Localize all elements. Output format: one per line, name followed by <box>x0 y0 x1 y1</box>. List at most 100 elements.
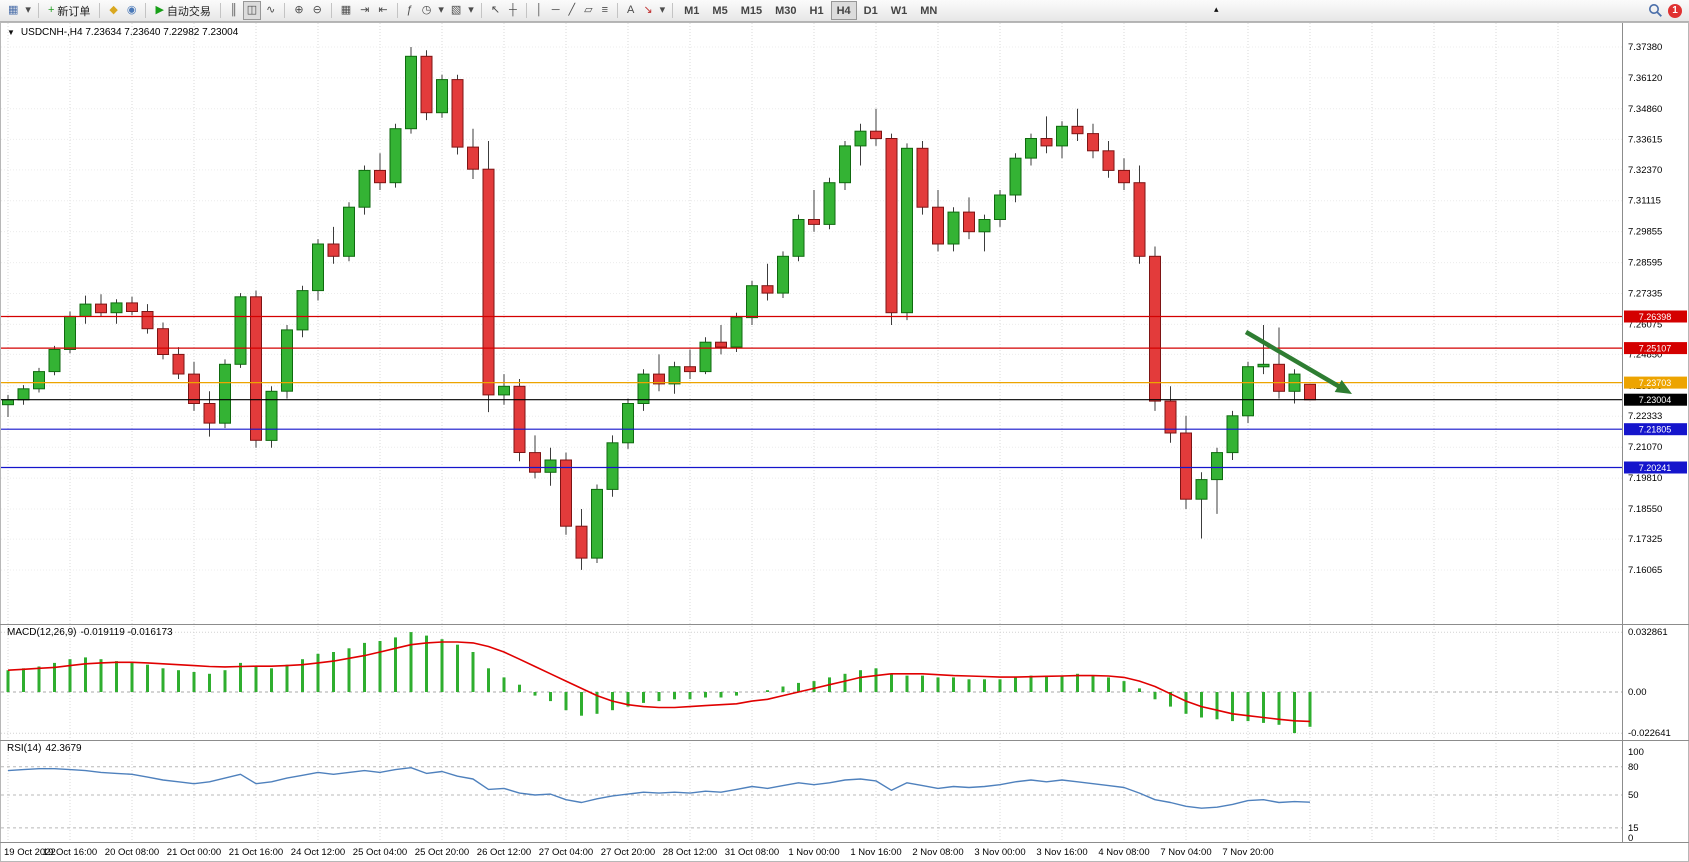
down-arrow-annotation[interactable] <box>1244 330 1352 394</box>
chart-shift-button[interactable]: ⇤ <box>374 1 391 20</box>
toolbar-separator <box>672 3 674 18</box>
svg-text:7.21070: 7.21070 <box>1628 442 1662 453</box>
objects-icon: ▾ <box>659 4 666 16</box>
svg-text:27 Oct 20:00: 27 Oct 20:00 <box>601 847 655 858</box>
auto-scroll-button[interactable]: ⇥ <box>356 1 373 20</box>
text-button[interactable]: A <box>623 1 638 20</box>
metaeditor-button[interactable]: ◆ <box>105 1 121 20</box>
templates-button[interactable]: ▧ <box>447 1 465 20</box>
new-chart-button[interactable]: ▦ <box>4 1 22 20</box>
toolbar-separator <box>525 3 527 18</box>
autotrading-button[interactable]: ▶ 自动交易 <box>151 1 214 20</box>
bull-candles <box>2 55 1301 559</box>
timeframe-h1-button[interactable]: H1 <box>804 1 830 20</box>
svg-text:50: 50 <box>1628 790 1639 801</box>
rsi-line <box>7 767 1311 809</box>
tile-windows-icon: ▦ <box>340 4 352 16</box>
arrow-objects-button[interactable]: ↘ <box>639 1 656 20</box>
svg-text:80: 80 <box>1628 762 1639 773</box>
indicators-button[interactable]: ƒ <box>403 1 417 20</box>
timeframe-m1-button-label: M1 <box>684 4 700 17</box>
timeframe-m30-button[interactable]: M30 <box>769 1 802 20</box>
timeframe-mn-button[interactable]: MN <box>914 1 943 20</box>
svg-text:0: 0 <box>1628 833 1633 844</box>
zoom-out-button[interactable]: ⊖ <box>309 1 326 20</box>
timeframe-m30-button-label: M30 <box>775 4 797 17</box>
autotrade-group: ▶ 自动交易 <box>151 1 214 20</box>
timeframe-m5-button[interactable]: M5 <box>706 1 733 20</box>
objects-dropdown[interactable]: ▾ <box>658 1 668 20</box>
arrow-objects-icon: ↘ <box>643 4 653 16</box>
svg-text:15: 15 <box>1628 823 1639 834</box>
periods-icon: ◷ <box>421 4 432 16</box>
price-badge-7.23703: 7.23703 <box>1624 376 1687 389</box>
candlestick-chart-button[interactable]: ◫ <box>242 1 262 20</box>
timeframe-m1-button[interactable]: M1 <box>678 1 705 20</box>
timeframe-m15-button-label: M15 <box>740 4 763 17</box>
svg-text:21 Oct 16:00: 21 Oct 16:00 <box>229 847 283 858</box>
svg-text:7 Nov 04:00: 7 Nov 04:00 <box>1160 847 1211 858</box>
bar-chart-icon: ║ <box>229 4 238 16</box>
cursor-icon: ↖ <box>490 4 501 16</box>
tile-windows-button[interactable]: ▦ <box>337 1 355 20</box>
chart-canvas[interactable]: 7.37380 7.36120 7.34860 7.33615 7.32370 7.311… <box>0 22 1689 862</box>
horizontal-line-button[interactable]: ─ <box>548 1 564 20</box>
zoom-in-button[interactable]: ⊕ <box>290 1 307 20</box>
templates-icon: ▾ <box>468 4 474 16</box>
toolbar-separator <box>219 3 221 18</box>
toolbar-right-area: 1 <box>1648 3 1685 18</box>
svg-text:2 Nov 08:00: 2 Nov 08:00 <box>912 847 963 858</box>
timeframe-d1-button-label: D1 <box>863 4 878 17</box>
line-chart-icon: ∿ <box>266 4 276 16</box>
timeframe-m15-button[interactable]: M15 <box>735 1 768 20</box>
timeframe-w1-button[interactable]: W1 <box>885 1 914 20</box>
new-chart-dropdown[interactable]: ▾ <box>23 1 33 20</box>
alerts-button[interactable]: ◉ <box>123 1 141 20</box>
alerts-icon: ◉ <box>126 4 137 16</box>
new-chart-icon: ▾ <box>25 4 31 16</box>
apps-group: ◆ ◉ <box>105 1 140 20</box>
crosshair-button[interactable]: ┼ <box>505 1 521 20</box>
svg-text:0.00: 0.00 <box>1628 687 1647 698</box>
zoom-in-icon: ⊕ <box>294 4 304 16</box>
line-chart-button[interactable]: ∿ <box>262 1 279 20</box>
timeframe-h4-button[interactable]: H4 <box>830 1 857 20</box>
toolbar: ▦ ▾ + 新订单 ◆ ◉ ▶ 自动交易 ║ ◫ ∿ ⊕ ⊖ ▦ ⇥ ⇤ ƒ ◷ ▾ ▧ ▾ ↖ ┼ │ ─ ╱ ▱ ≡ A ↘ ▾ M1 M5… <box>0 0 1689 22</box>
svg-text:100: 100 <box>1628 747 1644 758</box>
cursor-button[interactable]: ↖ <box>487 1 504 20</box>
svg-text:7.31115: 7.31115 <box>1628 196 1661 207</box>
svg-text:7.28595: 7.28595 <box>1628 258 1662 269</box>
channel-button[interactable]: ▱ <box>580 1 596 20</box>
timeframe-h1-button-label: H1 <box>809 4 824 17</box>
trendline-button[interactable]: ╱ <box>565 1 580 20</box>
price-badge-7.23004: 7.23004 <box>1624 393 1687 406</box>
svg-text:7.26075: 7.26075 <box>1628 319 1662 330</box>
toolbar-separator <box>396 3 398 18</box>
periods-dropdown[interactable]: ▾ <box>436 1 446 20</box>
toolbar-more-icon[interactable]: ▴ <box>1214 4 1219 14</box>
svg-text:7.18550: 7.18550 <box>1628 504 1662 515</box>
bar-chart-button[interactable]: ║ <box>226 1 242 20</box>
panel-separators[interactable] <box>0 624 1689 843</box>
periods-button[interactable]: ◷ <box>418 1 436 20</box>
search-icon[interactable] <box>1648 3 1663 18</box>
metaeditor-icon: ◆ <box>109 4 118 16</box>
svg-text:7.17325: 7.17325 <box>1628 534 1662 545</box>
svg-text:1 Nov 16:00: 1 Nov 16:00 <box>850 847 901 858</box>
fibonacci-button[interactable]: ≡ <box>598 1 612 20</box>
new-order-button-label: 新订单 <box>57 5 91 18</box>
vertical-line-button[interactable]: │ <box>532 1 547 20</box>
svg-text:7.26398: 7.26398 <box>1639 312 1672 322</box>
timeframe-d1-button[interactable]: D1 <box>858 1 884 20</box>
bear-candles <box>95 55 1316 559</box>
templates-dropdown[interactable]: ▾ <box>466 1 476 20</box>
notification-badge[interactable]: 1 <box>1668 3 1682 18</box>
svg-text:7.32370: 7.32370 <box>1628 165 1662 176</box>
new-order-button[interactable]: + 新订单 <box>44 1 94 20</box>
toolbar-separator <box>480 3 482 18</box>
svg-text:7.25107: 7.25107 <box>1639 344 1672 354</box>
autotrading-icon: ▶ <box>155 4 164 16</box>
chart-window: 7.37380 7.36120 7.34860 7.33615 7.32370 7.311… <box>0 22 1689 862</box>
